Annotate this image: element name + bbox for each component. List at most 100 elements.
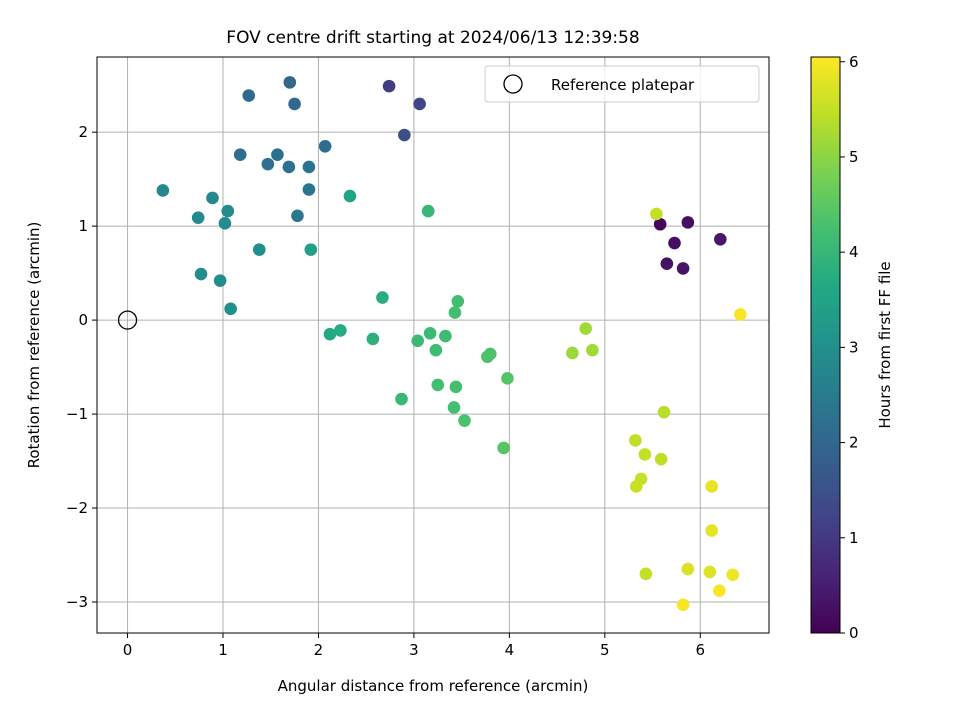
- data-point: [586, 343, 599, 357]
- colorbar-gradient: [810, 56, 841, 634]
- data-point: [224, 302, 237, 316]
- y-tick-label: 0: [78, 311, 88, 329]
- data-point: [233, 148, 247, 162]
- data-point: [304, 243, 318, 256]
- data-point: [191, 211, 205, 224]
- data-point: [431, 378, 445, 392]
- data-point: [638, 448, 652, 461]
- data-point: [630, 480, 643, 493]
- colorbar-ticks: 0 1 2 3 4 5 6: [840, 53, 859, 642]
- y-tick-label: 1: [78, 217, 88, 235]
- data-point: [366, 332, 380, 346]
- data-point: [657, 405, 671, 419]
- data-point: [681, 216, 695, 229]
- data-point: [713, 584, 726, 598]
- data-point: [451, 295, 465, 308]
- data-point: [579, 322, 593, 335]
- colorbar-tick-label: 6: [849, 53, 859, 71]
- data-point: [726, 568, 740, 582]
- data-point: [566, 346, 579, 360]
- x-tick-label: 5: [600, 641, 610, 659]
- legend-marker-icon: [503, 74, 523, 94]
- data-point: [194, 267, 208, 281]
- data-point: [654, 452, 668, 466]
- x-tick-label: 1: [218, 641, 228, 659]
- data-point: [449, 380, 463, 394]
- data-point: [323, 327, 337, 341]
- data-point: [398, 128, 411, 142]
- data-point: [423, 326, 437, 340]
- data-point: [206, 191, 219, 205]
- data-point: [282, 160, 296, 174]
- data-point: [376, 291, 389, 304]
- data-point: [413, 97, 426, 111]
- x-tick-label: 4: [505, 641, 515, 659]
- colorbar-tick-label: 3: [849, 338, 859, 356]
- data-point: [213, 274, 227, 287]
- data-point: [660, 257, 674, 271]
- data-point: [676, 598, 690, 612]
- data-point: [501, 372, 514, 385]
- chart-title: FOV centre drift starting at 2024/06/13 …: [226, 28, 639, 48]
- y-tick-label: −2: [66, 499, 88, 517]
- y-axis-label: Rotation from reference (arcmin): [25, 222, 43, 469]
- data-point: [650, 207, 663, 221]
- data-point: [447, 401, 461, 414]
- data-point: [458, 414, 471, 427]
- data-point: [705, 480, 719, 493]
- data-point: [705, 524, 719, 537]
- legend-box: [484, 65, 760, 103]
- colorbar-tick-label: 2: [849, 434, 859, 452]
- data-point: [302, 160, 316, 174]
- y-tick-label: −1: [66, 405, 88, 423]
- grid: [97, 57, 769, 633]
- data-point: [448, 306, 462, 319]
- data-point: [653, 217, 667, 231]
- data-point: [714, 232, 727, 246]
- data-point: [639, 567, 653, 581]
- data-point: [411, 334, 425, 348]
- data-point: [395, 392, 408, 406]
- data-point: [429, 343, 443, 357]
- data-point: [221, 204, 235, 218]
- data-point: [218, 217, 232, 230]
- data-point: [318, 139, 332, 153]
- y-axis-ticks: −3 −2 −1 0 1 2: [66, 123, 97, 611]
- data-point: [382, 79, 396, 93]
- y-tick-label: 2: [78, 123, 88, 141]
- x-axis-label: Angular distance from reference (arcmin): [278, 677, 589, 695]
- data-points: [156, 76, 747, 612]
- data-point: [261, 157, 275, 171]
- colorbar-label: Hours from first FF file: [876, 261, 894, 428]
- data-point: [439, 329, 452, 343]
- data-point: [283, 76, 297, 89]
- x-tick-label: 0: [123, 641, 133, 659]
- data-point: [156, 184, 170, 197]
- data-point: [668, 236, 681, 250]
- data-point: [334, 324, 347, 337]
- data-point: [302, 183, 316, 196]
- data-point: [343, 189, 357, 203]
- colorbar-tick-label: 0: [849, 624, 859, 642]
- colorbar-tick-label: 1: [849, 529, 859, 547]
- colorbar-tick-label: 4: [849, 243, 859, 261]
- data-point: [252, 243, 266, 256]
- colorbar: 0 1 2 3 4 5 6 Hours from first FF file: [810, 53, 894, 642]
- data-point: [271, 148, 284, 162]
- x-tick-label: 6: [695, 641, 705, 659]
- legend-entry-label: Reference platepar: [551, 76, 695, 94]
- data-point: [629, 434, 642, 447]
- legend: Reference platepar: [484, 65, 760, 103]
- data-point: [734, 308, 747, 321]
- data-point: [291, 209, 304, 223]
- reference-marker: [117, 310, 138, 330]
- data-point: [676, 262, 690, 275]
- reference-point: [117, 310, 138, 330]
- data-point: [421, 204, 435, 218]
- data-point: [497, 441, 510, 455]
- x-axis-ticks: 0 1 2 3 4 5 6: [123, 633, 705, 659]
- x-tick-label: 3: [409, 641, 419, 659]
- data-point: [703, 565, 717, 579]
- data-point: [681, 562, 695, 576]
